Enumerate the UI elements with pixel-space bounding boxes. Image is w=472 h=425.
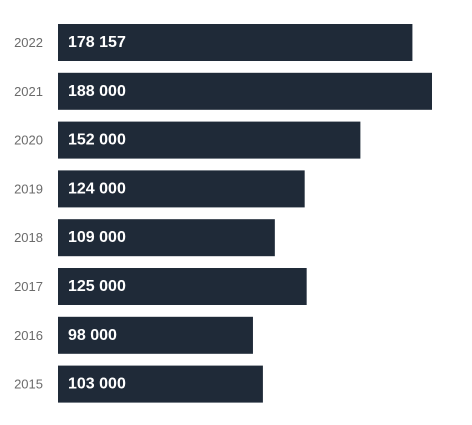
bars-group: 2022 178 157 2021 188 000 2020 152 000 2019 124…: [14, 24, 432, 403]
category-label-2017: 2017: [14, 279, 43, 294]
value-label-2021: 188 000: [68, 83, 126, 100]
bar-2015: [58, 365, 263, 403]
category-label-2021: 2021: [14, 84, 43, 99]
value-label-2018: 109 000: [68, 229, 126, 246]
bar-2018: [58, 219, 275, 257]
category-label-2016: 2016: [14, 328, 43, 343]
value-label-2016: 98 000: [68, 327, 117, 344]
value-label-2019: 124 000: [68, 180, 126, 197]
value-label-2017: 125 000: [68, 278, 126, 295]
bar-2021: [58, 72, 432, 110]
bar-2022: [58, 24, 413, 61]
category-label-2022: 2022: [14, 35, 43, 50]
value-label-2022: 178 157: [68, 34, 126, 51]
category-label-2020: 2020: [14, 133, 43, 148]
value-label-2015: 103 000: [68, 376, 126, 393]
category-label-2018: 2018: [14, 230, 43, 245]
category-label-2015: 2015: [14, 377, 43, 392]
bar-2017: [58, 268, 307, 305]
category-label-2019: 2019: [14, 181, 43, 196]
bar-2020: [58, 121, 361, 159]
bar-2016: [58, 316, 253, 354]
bar-2019: [58, 170, 305, 208]
value-label-2020: 152 000: [68, 132, 126, 149]
